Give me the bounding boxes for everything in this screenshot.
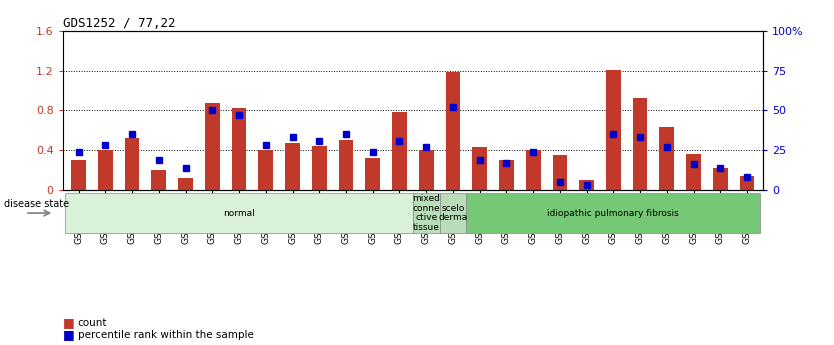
Text: count: count [78,318,107,327]
Text: idiopathic pulmonary fibrosis: idiopathic pulmonary fibrosis [547,208,679,218]
Bar [633,98,647,190]
Bar [606,70,620,190]
Bar [232,108,246,190]
Text: ■: ■ [63,328,74,341]
Bar [392,112,407,190]
Bar [580,180,594,190]
Text: disease state: disease state [4,199,69,209]
Bar [339,140,354,190]
Bar [312,146,327,190]
Bar [98,150,113,190]
Bar [285,143,300,190]
Bar [686,154,701,190]
Bar [365,158,380,190]
Text: ■: ■ [63,316,74,329]
Bar [178,178,193,190]
Text: mixed
conne
ctive
tissue: mixed conne ctive tissue [412,194,440,232]
Bar [259,150,273,190]
Bar [713,168,728,190]
Bar [125,138,139,190]
Text: normal: normal [224,208,255,218]
Text: percentile rank within the sample: percentile rank within the sample [78,330,254,339]
Text: scelo
derma: scelo derma [439,204,468,223]
Bar [660,127,674,190]
Bar [472,147,487,190]
Bar [499,160,514,190]
Bar [205,104,219,190]
Text: GDS1252 / 77,22: GDS1252 / 77,22 [63,17,175,30]
Bar [71,160,86,190]
Bar [553,155,567,190]
Bar [525,150,540,190]
Bar [419,150,434,190]
Bar [445,72,460,190]
Bar [740,176,755,190]
Bar [152,170,166,190]
